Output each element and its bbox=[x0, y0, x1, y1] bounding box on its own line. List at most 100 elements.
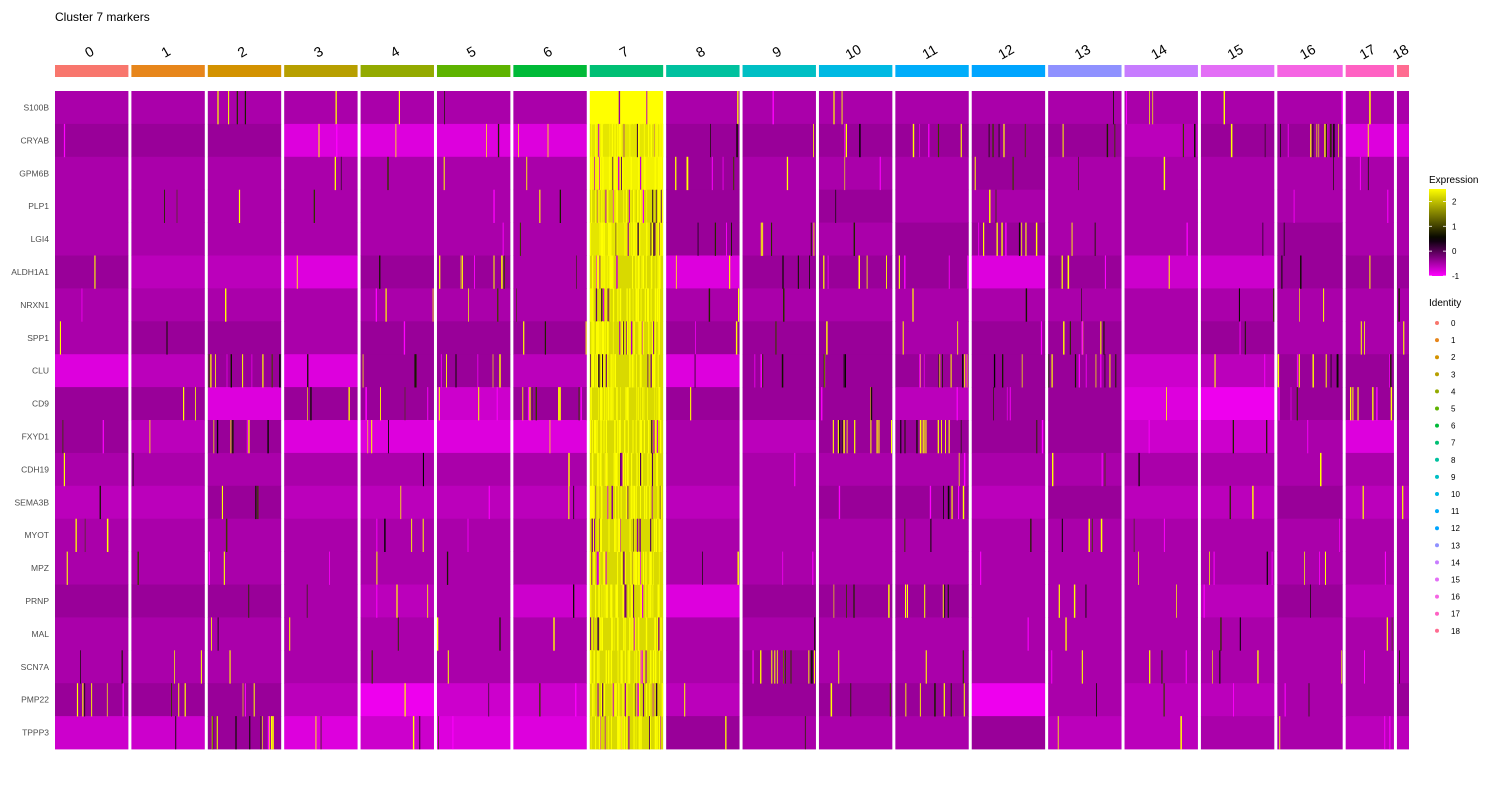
cell-stripe bbox=[1229, 485, 1231, 520]
cell-stripe bbox=[1213, 551, 1215, 585]
cell-stripe bbox=[610, 387, 612, 421]
cell-stripe bbox=[376, 584, 378, 618]
identity-key-9 bbox=[1435, 474, 1439, 479]
cell-stripe bbox=[1277, 354, 1279, 388]
cell-stripe bbox=[412, 716, 415, 750]
heat-cell-scn7a-3 bbox=[284, 650, 358, 684]
cell-stripe bbox=[467, 518, 469, 552]
heat-cell-plp1-0 bbox=[55, 189, 129, 223]
cell-stripe bbox=[452, 716, 454, 750]
identity-label-7: 7 bbox=[1451, 439, 1456, 448]
cell-stripe bbox=[477, 354, 479, 388]
heat-cell-gpm6b-13 bbox=[1048, 156, 1122, 191]
cell-stripe bbox=[731, 222, 732, 256]
cell-stripe bbox=[593, 650, 595, 684]
heat-cell-nrxn1-9 bbox=[742, 288, 816, 322]
heat-cell-cd9-2 bbox=[207, 387, 282, 421]
heat-cell-clu-6 bbox=[513, 354, 587, 388]
cell-stripe bbox=[850, 683, 852, 717]
cell-stripe bbox=[762, 354, 764, 388]
heat-cell-fxyd1-3 bbox=[284, 420, 358, 454]
cell-stripe bbox=[544, 321, 546, 355]
cell-stripe bbox=[262, 716, 263, 750]
heat-cell-plp1-5 bbox=[436, 189, 511, 223]
heat-cell-s100b-12 bbox=[971, 91, 1046, 125]
heat-cell-cdh19-16 bbox=[1277, 452, 1343, 487]
cell-stripe bbox=[166, 321, 168, 355]
cell-stripe bbox=[615, 683, 617, 717]
cell-stripe bbox=[632, 420, 634, 454]
cell-stripe bbox=[620, 518, 621, 552]
heat-cell-myot-10 bbox=[818, 518, 893, 552]
cluster-bar-0 bbox=[55, 65, 129, 77]
identity-key-18 bbox=[1435, 628, 1439, 633]
heat-cell-myot-9 bbox=[742, 518, 816, 552]
cell-stripe bbox=[598, 189, 600, 223]
heat-cell-myot-4 bbox=[360, 518, 434, 552]
cell-stripe bbox=[1036, 420, 1038, 454]
heat-cell-scn7a-9 bbox=[742, 650, 816, 684]
cell-stripe bbox=[633, 222, 635, 256]
cell-stripe bbox=[590, 485, 591, 520]
cell-stripe bbox=[650, 518, 652, 552]
heat-cell-prnp-1 bbox=[131, 584, 205, 618]
cell-stripe bbox=[754, 354, 756, 388]
identity-label-10: 10 bbox=[1451, 490, 1460, 499]
cell-stripe bbox=[645, 255, 647, 289]
heat-cell-sema3b-12 bbox=[971, 485, 1046, 520]
heat-cell-cryab-8 bbox=[666, 123, 740, 158]
gene-label-prnp: PRNP bbox=[25, 596, 49, 606]
cell-stripe bbox=[650, 584, 652, 618]
cell-stripe bbox=[1318, 123, 1320, 158]
cell-stripe bbox=[638, 321, 640, 355]
heat-cell-plp1-16 bbox=[1277, 189, 1343, 223]
cell-stripe bbox=[1220, 617, 1222, 651]
heat-cell-plp1-18 bbox=[1396, 189, 1409, 223]
cell-stripe bbox=[648, 123, 650, 158]
cell-stripe bbox=[599, 518, 601, 552]
cell-stripe bbox=[631, 354, 633, 388]
cell-stripe bbox=[601, 617, 603, 651]
heatmap-cells bbox=[59, 91, 1405, 750]
cell-stripe bbox=[598, 716, 601, 750]
cell-stripe bbox=[596, 551, 598, 585]
cluster-bar-1 bbox=[131, 65, 205, 77]
heat-cell-mpz-3 bbox=[284, 551, 358, 585]
cell-stripe bbox=[625, 387, 626, 421]
cell-stripe bbox=[655, 189, 657, 223]
cell-stripe bbox=[396, 584, 398, 618]
cell-stripe bbox=[660, 123, 662, 158]
cell-stripe bbox=[983, 222, 985, 256]
cell-stripe bbox=[610, 354, 612, 388]
cell-stripe bbox=[924, 584, 926, 618]
cell-stripe bbox=[938, 354, 940, 388]
identity-label-2: 2 bbox=[1451, 353, 1456, 362]
cell-stripe bbox=[320, 716, 322, 750]
cell-stripe bbox=[658, 387, 660, 421]
cell-stripe bbox=[888, 584, 890, 618]
cell-stripe bbox=[661, 189, 662, 223]
cell-stripe bbox=[602, 288, 605, 322]
identity-label-13: 13 bbox=[1451, 541, 1460, 550]
heat-cell-tppp3-5 bbox=[436, 716, 511, 750]
cell-stripe bbox=[992, 123, 994, 158]
cell-stripe bbox=[630, 617, 632, 651]
cell-stripe bbox=[1273, 288, 1275, 322]
heat-cell-s100b-4 bbox=[360, 91, 434, 125]
cell-stripe bbox=[652, 222, 654, 256]
heat-cell-cdh19-0 bbox=[55, 452, 129, 487]
cell-stripe bbox=[638, 617, 640, 651]
cell-stripe bbox=[488, 683, 490, 717]
cell-stripe bbox=[630, 551, 632, 585]
cell-stripe bbox=[608, 387, 609, 421]
cell-stripe bbox=[628, 189, 630, 223]
heat-cell-cdh19-6 bbox=[513, 452, 587, 487]
heat-cell-lgi4-16 bbox=[1277, 222, 1343, 256]
cell-stripe bbox=[267, 716, 270, 750]
cell-stripe bbox=[1051, 354, 1053, 388]
cell-stripe bbox=[1096, 683, 1097, 717]
cell-stripe bbox=[1262, 222, 1264, 256]
identity-key-12 bbox=[1435, 526, 1439, 531]
heat-cell-myot-17 bbox=[1345, 518, 1394, 552]
heat-cell-prnp-5 bbox=[436, 584, 511, 618]
